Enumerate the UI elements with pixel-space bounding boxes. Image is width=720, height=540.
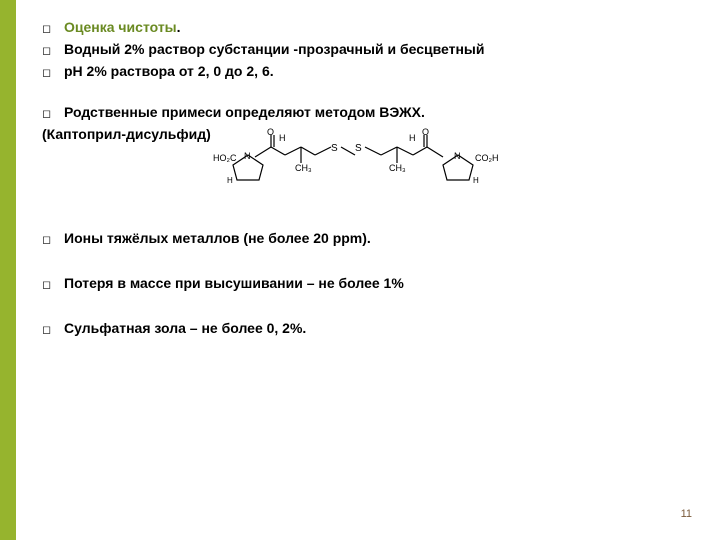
svg-text:O: O bbox=[422, 127, 429, 137]
svg-text:O: O bbox=[267, 127, 274, 137]
bullet-sulfate-ash: ◻ Сульфатная зола – не более 0, 2%. bbox=[42, 319, 680, 338]
bullet-mass-loss: ◻ Потеря в массе при высушивании – не бо… bbox=[42, 274, 680, 293]
page-number: 11 bbox=[681, 508, 692, 520]
svg-text:CH₃: CH₃ bbox=[295, 163, 312, 173]
text-line: Водный 2% раствор субстанции -прозрачный… bbox=[64, 40, 484, 59]
bullet-purity-title: ◻ Оценка чистоты. bbox=[42, 18, 680, 37]
text-line: Сульфатная зола – не более 0, 2%. bbox=[64, 319, 306, 338]
square-bullet-icon: ◻ bbox=[42, 107, 54, 122]
square-bullet-icon: ◻ bbox=[42, 278, 54, 293]
text-line: (Каптоприл-дисульфид) bbox=[42, 125, 211, 144]
bullet-ph: ◻ pH 2% раствора от 2, 0 до 2, 6. bbox=[42, 62, 680, 81]
svg-text:S: S bbox=[355, 143, 362, 154]
text-line: Потеря в массе при высушивании – не боле… bbox=[64, 274, 404, 293]
svg-text:CO₂H: CO₂H bbox=[475, 153, 499, 163]
chemical-structure-icon: N HO₂C O H CH₃ bbox=[213, 125, 503, 202]
bullet-solution: ◻ Водный 2% раствор субстанции -прозрачн… bbox=[42, 40, 680, 59]
slide-content: ◻ Оценка чистоты. ◻ Водный 2% раствор су… bbox=[42, 18, 680, 341]
svg-text:H: H bbox=[227, 176, 233, 185]
square-bullet-icon: ◻ bbox=[42, 22, 54, 37]
svg-text:H: H bbox=[473, 176, 479, 185]
svg-text:N: N bbox=[454, 151, 461, 161]
text-line: Родственные примеси определяют методом В… bbox=[64, 103, 425, 122]
sub-disulfide: (Каптоприл-дисульфид) N HO₂C bbox=[42, 125, 680, 202]
accent-bar bbox=[0, 0, 16, 540]
text-line: Ионы тяжёлых металлов (не более 20 ppm). bbox=[64, 229, 371, 248]
square-bullet-icon: ◻ bbox=[42, 323, 54, 338]
svg-text:S: S bbox=[331, 143, 338, 154]
text-line: Оценка чистоты. bbox=[64, 18, 181, 37]
title-rest: . bbox=[177, 19, 181, 35]
text-line: pH 2% раствора от 2, 0 до 2, 6. bbox=[64, 62, 274, 81]
square-bullet-icon: ◻ bbox=[42, 233, 54, 248]
svg-text:H: H bbox=[409, 133, 416, 143]
bullet-metals: ◻ Ионы тяжёлых металлов (не более 20 ppm… bbox=[42, 229, 680, 248]
accent-title: Оценка чистоты bbox=[64, 19, 177, 35]
svg-text:CH₃: CH₃ bbox=[389, 163, 406, 173]
svg-text:N: N bbox=[244, 151, 251, 161]
bullet-hplc: ◻ Родственные примеси определяют методом… bbox=[42, 103, 680, 122]
square-bullet-icon: ◻ bbox=[42, 44, 54, 59]
svg-text:HO₂C: HO₂C bbox=[213, 153, 237, 163]
svg-text:H: H bbox=[279, 133, 286, 143]
square-bullet-icon: ◻ bbox=[42, 66, 54, 81]
